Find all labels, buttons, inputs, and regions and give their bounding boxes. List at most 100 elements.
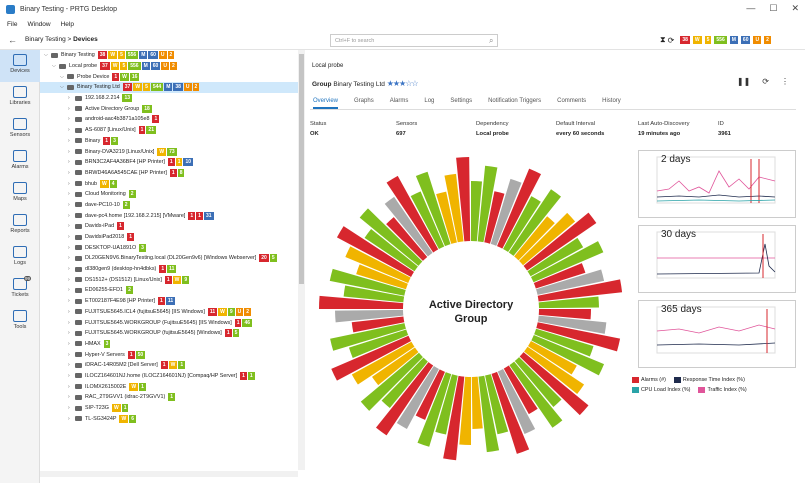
sunburst-segment[interactable]	[530, 241, 604, 283]
graph-2-days[interactable]: 2 days	[638, 150, 796, 218]
expand-chevron-icon[interactable]: ›	[68, 308, 70, 315]
tree-row[interactable]: › Davids-iPad 1	[40, 221, 298, 232]
sensor-status-badge[interactable]: 1	[175, 158, 183, 167]
sunburst-segment[interactable]	[410, 191, 445, 250]
back-arrow-icon[interactable]: ←	[8, 34, 17, 45]
sunburst-segment[interactable]	[519, 352, 589, 416]
sunburst-segment[interactable]	[381, 357, 428, 408]
sunburst-segment[interactable]	[345, 246, 411, 283]
sensor-status-badge[interactable]: 50	[135, 350, 146, 359]
sensor-status-badge[interactable]: W	[119, 414, 129, 423]
sensor-status-badge[interactable]: W	[172, 275, 182, 284]
sunburst-segment[interactable]	[386, 175, 439, 253]
sunburst-segment[interactable]	[343, 285, 405, 303]
sensor-status-badge[interactable]: 3	[139, 243, 146, 252]
nav-libraries[interactable]: Libraries	[0, 82, 40, 114]
expand-chevron-icon[interactable]: ›	[68, 266, 70, 273]
minimize-icon[interactable]: —	[746, 3, 756, 13]
expand-chevron-icon[interactable]: ›	[68, 201, 70, 208]
tree-row[interactable]: › bhub W 4	[40, 178, 298, 189]
maximize-icon[interactable]: ☐	[769, 3, 778, 13]
sunburst-segment[interactable]	[519, 212, 576, 266]
expand-chevron-icon[interactable]: ›	[68, 276, 70, 283]
sensor-status-badge[interactable]: 37	[122, 83, 133, 92]
tree-row[interactable]: › ED06255-EFD1 2	[40, 285, 298, 296]
sunburst-segment[interactable]	[531, 335, 605, 376]
expand-chevron-icon[interactable]: ›	[68, 180, 70, 187]
tree-scrollbar-thumb[interactable]	[299, 54, 304, 284]
expand-chevron-icon[interactable]: ›	[68, 159, 70, 166]
sensor-status-badge[interactable]: 1	[168, 393, 176, 402]
sensor-status-badge[interactable]: 38	[173, 83, 183, 92]
sensor-status-badge[interactable]: 20	[259, 254, 269, 263]
tree-horizontal-scrollbar[interactable]	[40, 471, 298, 477]
graph-30-days[interactable]: 30 days	[638, 225, 796, 293]
priority-stars[interactable]: ★★★☆☆	[386, 79, 419, 88]
sensor-status-badge[interactable]: 1	[167, 158, 175, 167]
sunburst-segment[interactable]	[459, 376, 471, 445]
sensor-status-badge[interactable]: 8	[177, 168, 185, 177]
sensor-status-badge[interactable]: 5	[269, 254, 277, 263]
expand-chevron-icon[interactable]: ›	[68, 244, 70, 251]
sensor-status-badge[interactable]: 1	[247, 371, 255, 380]
sensor-status-badge[interactable]: 31	[203, 211, 214, 220]
sunburst-segment[interactable]	[471, 181, 483, 242]
expand-chevron-icon[interactable]: ›	[68, 351, 70, 358]
sunburst-segment[interactable]	[443, 375, 465, 461]
expand-chevron-icon[interactable]: ›	[68, 394, 70, 401]
sensor-status-badge[interactable]: M	[139, 51, 148, 60]
tree-row[interactable]: › ILOMX2615002E W 1	[40, 381, 298, 392]
sensor-status-badge[interactable]: 1	[224, 329, 232, 338]
expand-chevron-icon[interactable]: ⌵	[60, 84, 64, 91]
tree-row[interactable]: › BRWD46A6A545CAE [HP Printer] 1 8	[40, 168, 298, 179]
legend-item[interactable]: CPU Load Index (%)	[632, 387, 690, 393]
sensor-status-badge[interactable]: 60	[148, 51, 158, 60]
sensor-status-badge[interactable]: 10	[183, 158, 194, 167]
sunburst-segment[interactable]	[329, 268, 406, 296]
sunburst-segment[interactable]	[508, 189, 562, 256]
sensor-status-badge[interactable]: W	[111, 404, 121, 413]
sunburst-segment[interactable]	[503, 196, 541, 253]
sunburst-segment[interactable]	[527, 341, 577, 375]
sunburst-segment[interactable]	[396, 365, 439, 429]
sunburst-segment[interactable]	[514, 357, 562, 407]
tree-row[interactable]: › DavidsiPad2018 1	[40, 232, 298, 243]
expand-chevron-icon[interactable]: ›	[68, 372, 70, 379]
tree-row[interactable]: › SIP-T23G W 1	[40, 403, 298, 414]
tree-row[interactable]: › Active Directory Group 18	[40, 103, 298, 114]
sunburst-segment[interactable]	[537, 315, 607, 334]
expand-chevron-icon[interactable]: ›	[68, 383, 70, 390]
tree-row[interactable]: › BRN3C2AF4A36BF4 [HP Printer] 1 1 10	[40, 157, 298, 168]
sensor-status-badge[interactable]: 1	[158, 297, 165, 306]
graph-365-days[interactable]: 365 days	[638, 300, 796, 368]
legend-item[interactable]: Alarms (#)	[632, 377, 666, 383]
warning-label-badge[interactable]: W	[692, 36, 702, 44]
nav-maps[interactable]: Maps	[0, 178, 40, 210]
expand-chevron-icon[interactable]: ›	[68, 287, 70, 294]
sunburst-segment[interactable]	[417, 372, 452, 447]
tree-row[interactable]: › ILOCZ164601NJ.home (ILOCZ164601NJ) [Com…	[40, 371, 298, 382]
sensor-status-badge[interactable]: 5	[120, 62, 128, 71]
sunburst-segment[interactable]	[331, 335, 412, 381]
sensor-status-badge[interactable]: 2	[122, 200, 130, 209]
nav-logs[interactable]: Logs	[0, 242, 40, 274]
tree-row[interactable]: › DESKTOP-UA1891O 3	[40, 242, 298, 253]
sensor-status-badge[interactable]: 3	[111, 136, 118, 145]
sunburst-segment[interactable]	[456, 157, 471, 242]
tree-row[interactable]: › FUJITSUE5645.WORKGROUP (fujitsuE5645) […	[40, 328, 298, 339]
sensor-status-badge[interactable]: 9	[227, 307, 235, 316]
expand-chevron-icon[interactable]: ›	[68, 405, 70, 412]
sensor-status-badge[interactable]: 1	[121, 404, 129, 413]
expand-chevron-icon[interactable]: ⌵	[52, 63, 56, 70]
expand-chevron-icon[interactable]: ›	[68, 169, 70, 176]
sensor-status-badge[interactable]: 1	[127, 350, 135, 359]
warning-count-badge[interactable]: 5	[704, 36, 712, 44]
breadcrumb-parent[interactable]: Binary Testing	[25, 36, 66, 43]
expand-chevron-icon[interactable]: ›	[68, 319, 70, 326]
sunburst-segment[interactable]	[351, 316, 405, 333]
search-icon[interactable]: ⌕	[489, 36, 494, 45]
expand-chevron-icon[interactable]: ›	[68, 255, 70, 262]
sensor-status-badge[interactable]: 2	[128, 190, 136, 199]
sunburst-segment[interactable]	[536, 322, 621, 352]
sunburst-segment[interactable]	[491, 371, 530, 454]
